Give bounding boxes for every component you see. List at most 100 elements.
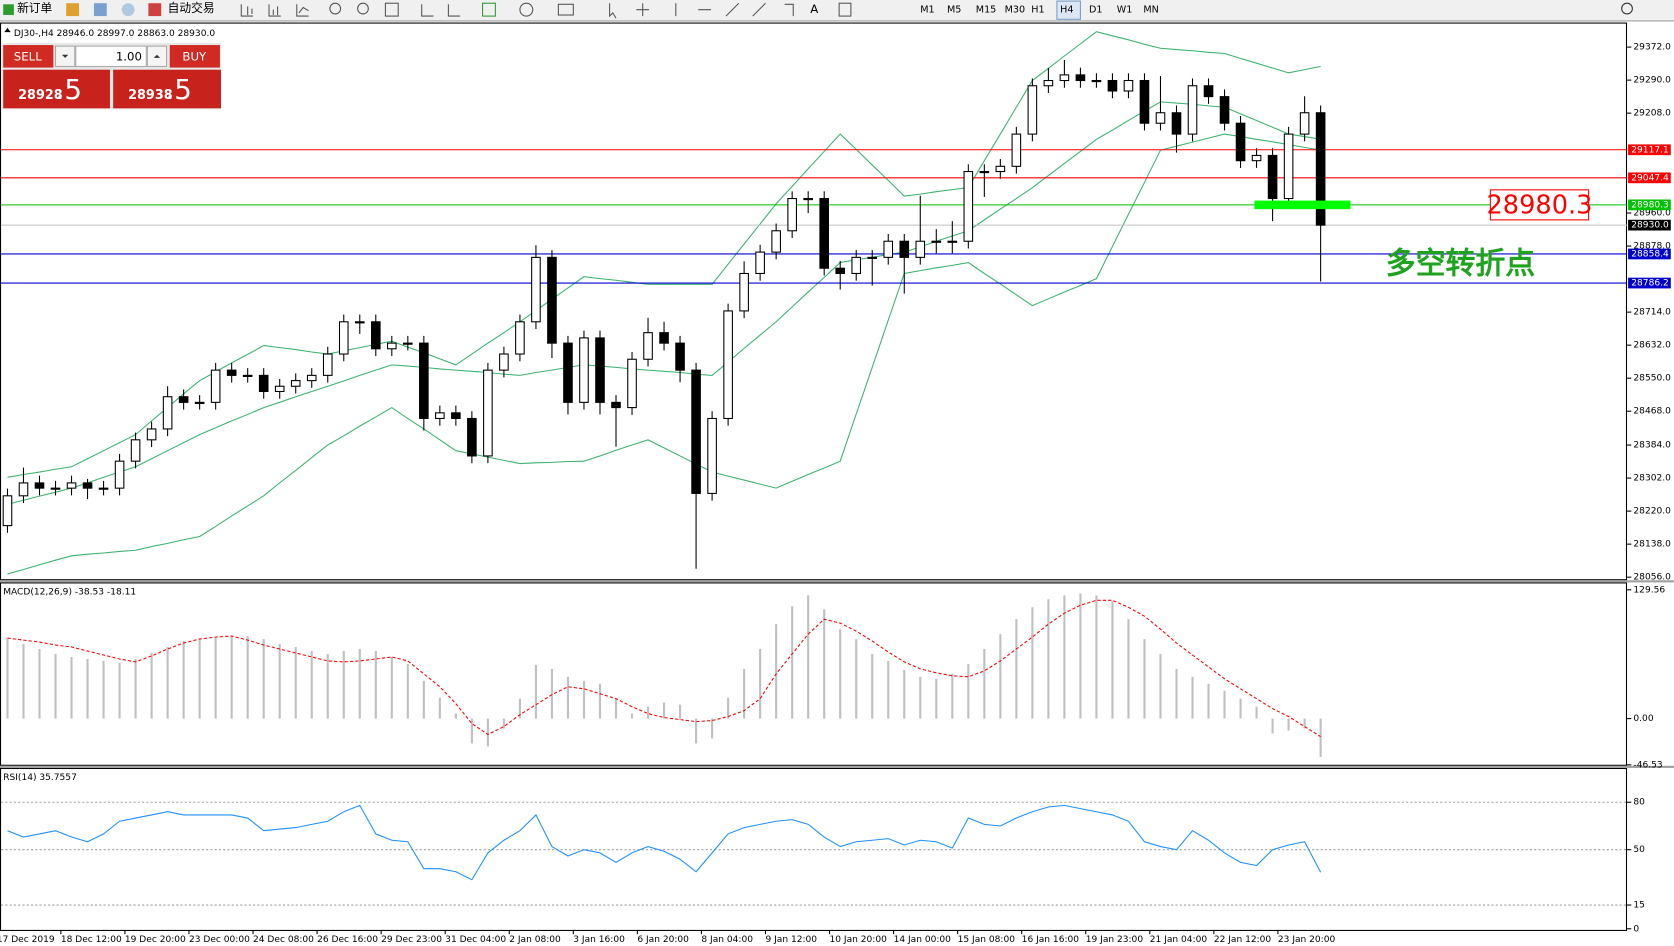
candle-body: [1267, 154, 1278, 200]
x-tick-label: 29 Dec 23:00: [381, 935, 442, 945]
bollinger-lower: [7, 133, 1321, 575]
icon[interactable]: [557, 3, 574, 16]
y-tick-label: 28468.0: [1633, 407, 1671, 417]
candle-body: [34, 482, 45, 489]
x-tick-label: 16 Jan 16:00: [1022, 935, 1080, 945]
candle-body: [403, 342, 413, 345]
icon[interactable]: [482, 2, 496, 17]
timeframe-button[interactable]: M30: [1005, 5, 1026, 16]
y-tick-label: 50: [1633, 845, 1645, 855]
label-tool[interactable]: [838, 2, 852, 17]
y-tick-label: -46.53: [1633, 760, 1662, 770]
candle-body: [419, 342, 429, 420]
up-arrow: [153, 54, 161, 58]
candle-body: [915, 240, 926, 258]
candle-body: [467, 417, 477, 457]
timeframe-button[interactable]: M15: [976, 5, 997, 16]
icon[interactable]: [609, 2, 794, 19]
icon[interactable]: [384, 2, 399, 17]
sell-price-box[interactable]: [3, 69, 110, 109]
candle-body: [579, 337, 589, 403]
icon[interactable]: [296, 4, 309, 17]
y-tick-label: 28056.0: [1633, 573, 1671, 583]
candle-body: [1171, 112, 1182, 135]
bollinger-upper: [7, 31, 1321, 478]
timeframe-button[interactable]: M5: [947, 5, 961, 16]
candle-body: [707, 417, 717, 494]
x-tick-label: 22 Jan 12:00: [1214, 935, 1272, 945]
candle-body: [931, 240, 942, 243]
y-tick-label: 28384.0: [1633, 441, 1671, 451]
turning-bar: [1254, 200, 1351, 210]
x-tick-label: 23 Jan 20:00: [1278, 935, 1336, 945]
icon[interactable]: [66, 3, 80, 17]
zoom-out[interactable]: [357, 2, 369, 15]
x-tick-label: 18 Dec 12:00: [61, 935, 122, 945]
candle-body: [1043, 79, 1054, 87]
candle-body: [1235, 122, 1246, 162]
sell-price-main[interactable]: 28928: [18, 88, 63, 103]
icon[interactable]: [268, 4, 281, 17]
timeframe-button[interactable]: H4: [1060, 5, 1073, 16]
toolbar-icons[interactable]: [240, 2, 794, 19]
lot-input[interactable]: [75, 45, 147, 68]
timeframe-button[interactable]: M1: [920, 5, 934, 16]
candle-body: [675, 342, 685, 371]
sell-price-frac[interactable]: .5: [56, 73, 82, 106]
down-arrow: [61, 54, 69, 58]
sell-button[interactable]: [3, 45, 54, 68]
level-label: 28858.4: [1631, 249, 1669, 259]
candle-body: [563, 342, 573, 403]
price-panel: [0, 22, 1628, 581]
x-tick-label: 19 Dec 20:00: [125, 935, 186, 945]
buy-price-main[interactable]: 28938: [128, 88, 173, 103]
sell-label[interactable]: SELL: [14, 49, 42, 63]
search[interactable]: [1621, 2, 1633, 15]
candle-body: [1011, 133, 1022, 167]
candle-body: [1203, 85, 1214, 98]
separator: [0, 765, 1674, 768]
timeframe-button[interactable]: MN: [1143, 5, 1158, 16]
candle-body: [771, 230, 781, 253]
rsi-title: RSI(14) 35.7557: [3, 773, 77, 783]
x-tick-label: 23 Dec 00:00: [189, 935, 250, 945]
auto-trading-icon[interactable]: [148, 3, 162, 17]
macd-title: MACD(12,26,9) -38.53 -18.11: [3, 588, 136, 598]
price-callout-box: [1489, 189, 1590, 221]
candle-body: [66, 482, 77, 489]
new-order-icon[interactable]: [3, 4, 14, 16]
buy-price-box[interactable]: [113, 69, 221, 109]
candle-body: [739, 272, 749, 312]
candle-body: [819, 198, 829, 269]
icon[interactable]: [519, 2, 534, 17]
text-tool[interactable]: A: [810, 2, 818, 16]
candle-body: [995, 165, 1006, 173]
icon[interactable]: [93, 3, 107, 17]
buy-label[interactable]: BUY: [182, 49, 207, 63]
candle-body: [611, 401, 621, 409]
level-label-bg: [1628, 277, 1671, 289]
timeframe-button[interactable]: D1: [1089, 5, 1103, 16]
candle-body: [723, 310, 733, 420]
icon[interactable]: [240, 4, 254, 17]
buy-price-frac[interactable]: .5: [165, 73, 191, 106]
candle-body: [274, 385, 285, 393]
candle-body: [515, 321, 525, 355]
auto-trading-button[interactable]: 自动交易: [168, 1, 215, 15]
candle-body: [1027, 85, 1038, 135]
x-tick-label: 24 Dec 08:00: [253, 935, 314, 945]
zoom-in[interactable]: [329, 2, 342, 15]
candle-body: [547, 256, 557, 344]
icon[interactable]: [121, 3, 135, 17]
collapse-arrow: [4, 27, 11, 33]
icon[interactable]: [421, 4, 461, 17]
candle-body: [2, 495, 13, 527]
lot-value[interactable]: 1.00: [116, 49, 142, 63]
candle-body: [1059, 74, 1070, 82]
new-order-button[interactable]: 新订单: [17, 1, 52, 15]
buy-button[interactable]: [169, 45, 220, 68]
x-tick-label: 8 Jan 04:00: [701, 935, 753, 945]
timeframe-button[interactable]: W1: [1117, 5, 1133, 16]
timeframe-button[interactable]: H1: [1031, 5, 1044, 16]
rsi-line: [7, 804, 1322, 881]
